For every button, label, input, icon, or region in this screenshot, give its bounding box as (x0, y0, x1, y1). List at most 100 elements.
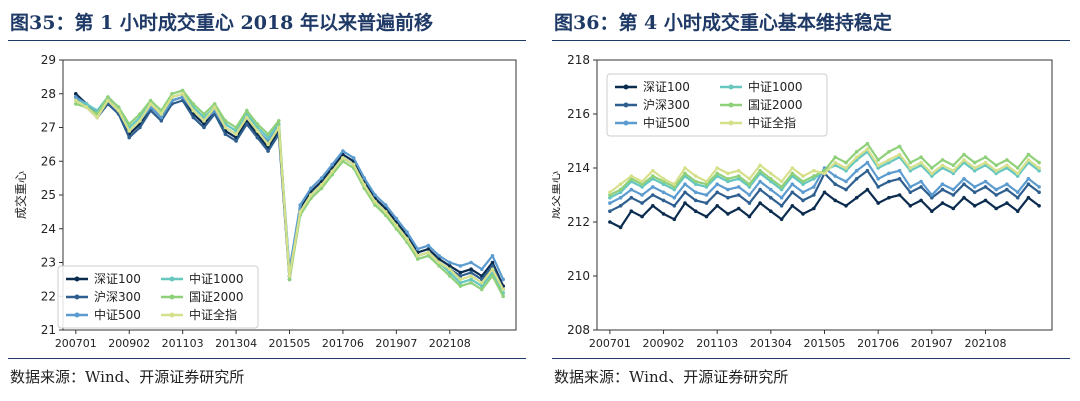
data-point (930, 193, 934, 197)
data-point (245, 108, 249, 113)
data-point (469, 281, 473, 285)
data-point (1037, 168, 1041, 173)
data-point (127, 122, 131, 126)
data-point (715, 166, 719, 170)
legend-label: 沪深300 (94, 290, 141, 304)
data-point (458, 270, 463, 275)
data-point (1005, 187, 1009, 192)
series-line-1 (609, 188, 1040, 229)
y-tick-label: 216 (567, 107, 590, 121)
data-point (437, 254, 441, 258)
data-point (940, 187, 945, 192)
data-point (951, 206, 956, 211)
data-point (277, 119, 281, 123)
data-point (170, 92, 174, 96)
legend-label: 中证全指 (748, 115, 796, 130)
data-point (223, 125, 228, 130)
data-point (833, 174, 837, 178)
data-point (330, 169, 335, 174)
data-point (672, 204, 677, 208)
data-point (405, 237, 409, 241)
data-point (790, 166, 795, 170)
data-point (234, 132, 238, 136)
data-point (1037, 166, 1041, 170)
legend-marker (74, 276, 80, 282)
data-point (962, 182, 966, 186)
data-point (640, 179, 644, 184)
data-point (351, 162, 356, 167)
data-point (1026, 182, 1031, 186)
x-tick-label: 201907 (911, 337, 953, 350)
data-point (940, 158, 945, 162)
data-point (704, 201, 709, 205)
data-point (191, 115, 196, 120)
data-point (790, 182, 795, 186)
data-point (854, 150, 859, 154)
data-point (854, 177, 859, 181)
left-figure-panel: 图35：第 1 小时成交重心 2018 年以来普遍前移 21 22 23 24 25 26… (8, 0, 528, 401)
data-point (480, 287, 484, 292)
data-point (255, 129, 260, 133)
legend-marker (728, 84, 734, 90)
y-tick-label: 24 (41, 222, 56, 236)
data-point (223, 119, 228, 123)
data-point (972, 168, 977, 173)
data-point (693, 209, 698, 213)
data-point (994, 168, 998, 173)
data-point (618, 187, 623, 192)
data-point (661, 179, 666, 184)
data-point (212, 102, 217, 106)
data-point (394, 223, 399, 228)
data-point (994, 187, 998, 192)
data-point (180, 92, 185, 96)
data-point (298, 203, 303, 207)
data-point (736, 174, 741, 178)
legend-marker (169, 276, 175, 282)
title-rule (8, 40, 526, 41)
data-point (458, 264, 463, 268)
data-point (747, 201, 752, 205)
data-point (726, 171, 730, 176)
data-point (437, 260, 441, 265)
data-point (693, 198, 698, 203)
data-point (876, 166, 880, 170)
data-point (245, 115, 249, 120)
data-point (458, 277, 463, 282)
data-point (490, 274, 495, 278)
data-point (801, 182, 805, 186)
data-point (769, 177, 773, 181)
data-point (437, 257, 441, 261)
data-point (266, 142, 270, 147)
legend-label: 国证2000 (748, 98, 803, 112)
data-point (661, 177, 666, 181)
x-tick-label: 201907 (375, 337, 417, 350)
data-point (887, 160, 891, 165)
data-point (426, 243, 431, 248)
data-point (833, 182, 837, 186)
data-point (790, 171, 795, 176)
data-point (1037, 204, 1041, 208)
data-point (309, 193, 313, 197)
data-point (994, 171, 998, 176)
data-point (415, 247, 420, 251)
data-point (458, 284, 463, 288)
x-tick-label: 201304 (750, 337, 792, 350)
data-point (469, 260, 473, 265)
data-point (758, 201, 762, 205)
legend-label: 中证500 (643, 115, 690, 130)
legend-label: 中证500 (94, 307, 141, 322)
legend-label: 深证100 (94, 272, 141, 286)
data-point (693, 174, 698, 178)
data-point (865, 168, 870, 173)
data-point (887, 195, 891, 200)
data-point (704, 214, 709, 219)
data-point (876, 201, 880, 205)
data-point (640, 214, 644, 219)
data-point (930, 174, 934, 178)
data-point (651, 168, 655, 173)
data-point (426, 250, 431, 255)
data-point (255, 122, 260, 126)
data-point (127, 129, 131, 133)
data-point (919, 179, 923, 184)
data-point (1015, 190, 1020, 195)
